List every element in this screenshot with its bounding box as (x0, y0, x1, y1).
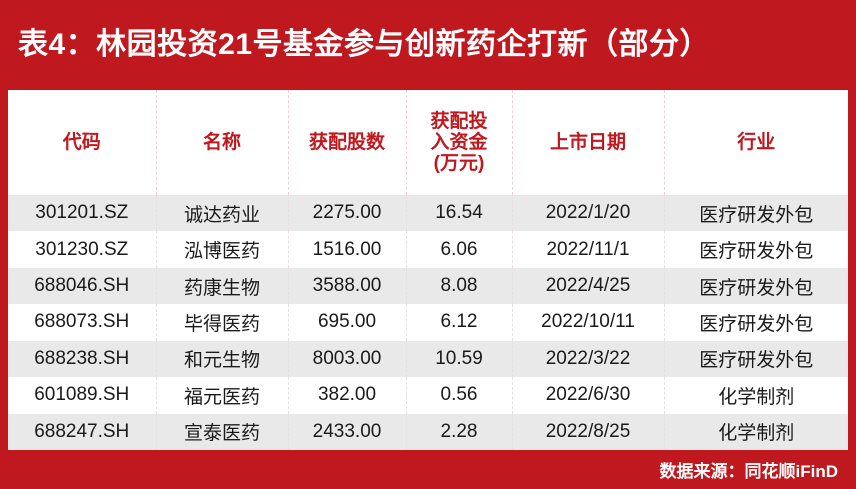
cell-amount: 16.54 (406, 195, 513, 232)
cell-code: 601089.SH (8, 377, 157, 414)
cell-code: 688073.SH (8, 304, 157, 341)
cell-ipo-date: 2022/10/11 (512, 304, 665, 341)
table-row: 688247.SH 宣泰医药 2433.00 2.28 2022/8/25 化学… (8, 413, 848, 450)
column-header-industry: 行业 (664, 90, 848, 195)
page-title: 表4：林园投资21号基金参与创新药企打新（部分） (18, 28, 711, 61)
cell-name: 诚达药业 (156, 195, 289, 232)
cell-industry: 医疗研发外包 (664, 195, 848, 232)
data-source-label: 数据来源：同花顺iFinD (659, 462, 839, 481)
table-container: ZHENG QUAN SHI CHANG 证券市场红周刊 红 ZHENG QUA… (8, 90, 848, 450)
cell-amount: 8.08 (406, 267, 513, 305)
cell-name: 药康生物 (156, 267, 289, 305)
cell-ipo-date: 2022/1/20 (512, 195, 665, 232)
cell-name: 福元医药 (156, 377, 289, 414)
table-body: 301201.SZ 诚达药业 2275.00 16.54 2022/1/20 医… (8, 195, 848, 450)
cell-ipo-date: 2022/11/1 (512, 231, 665, 268)
cell-name: 和元生物 (156, 340, 289, 378)
column-header-shares: 获配股数 (288, 90, 407, 195)
cell-ipo-date: 2022/8/25 (512, 413, 665, 450)
cell-industry: 化学制剂 (664, 413, 848, 450)
cell-code: 688046.SH (8, 267, 157, 305)
cell-name: 毕得医药 (156, 304, 289, 341)
table-header: 代码 名称 获配股数 获配投 入资金 (万元) 上市日期 行业 (8, 90, 848, 195)
cell-amount: 2.28 (406, 413, 513, 450)
cell-amount: 6.12 (406, 304, 513, 341)
cell-amount: 6.06 (406, 231, 513, 268)
footer-banner: 数据来源：同花顺iFinD (0, 450, 856, 489)
cell-shares: 1516.00 (288, 231, 407, 268)
cell-name: 泓博医药 (156, 231, 289, 268)
cell-shares: 2433.00 (288, 413, 407, 450)
cell-shares: 382.00 (288, 377, 407, 414)
cell-shares: 695.00 (288, 304, 407, 341)
cell-industry: 医疗研发外包 (664, 304, 848, 341)
table-row: 688238.SH 和元生物 8003.00 10.59 2022/3/22 医… (8, 340, 848, 378)
cell-amount: 0.56 (406, 377, 513, 414)
table-row: 301201.SZ 诚达药业 2275.00 16.54 2022/1/20 医… (8, 195, 848, 232)
cell-industry: 医疗研发外包 (664, 231, 848, 268)
cell-ipo-date: 2022/3/22 (512, 340, 665, 378)
cell-amount: 10.59 (406, 340, 513, 378)
table-row: 601089.SH 福元医药 382.00 0.56 2022/6/30 化学制… (8, 377, 848, 414)
cell-code: 301230.SZ (8, 231, 157, 268)
column-header-name: 名称 (156, 90, 289, 195)
title-banner: 表4：林园投资21号基金参与创新药企打新（部分） (0, 0, 856, 90)
cell-ipo-date: 2022/4/25 (512, 267, 665, 305)
table-row: 688046.SH 药康生物 3588.00 8.08 2022/4/25 医疗… (8, 267, 848, 305)
cell-code: 688247.SH (8, 413, 157, 450)
column-header-amount: 获配投 入资金 (万元) (406, 90, 513, 195)
cell-industry: 化学制剂 (664, 377, 848, 414)
table-row: 688073.SH 毕得医药 695.00 6.12 2022/10/11 医疗… (8, 304, 848, 341)
cell-code: 301201.SZ (8, 195, 157, 232)
column-header-ipo-date: 上市日期 (512, 90, 665, 195)
column-header-code: 代码 (8, 90, 157, 195)
cell-industry: 医疗研发外包 (664, 340, 848, 378)
cell-shares: 3588.00 (288, 267, 407, 305)
cell-name: 宣泰医药 (156, 413, 289, 450)
fund-allocation-table: 代码 名称 获配股数 获配投 入资金 (万元) 上市日期 行业 301201.S… (8, 90, 848, 450)
cell-industry: 医疗研发外包 (664, 267, 848, 305)
cell-code: 688238.SH (8, 340, 157, 378)
cell-ipo-date: 2022/6/30 (512, 377, 665, 414)
table-header-row: 代码 名称 获配股数 获配投 入资金 (万元) 上市日期 行业 (8, 90, 848, 195)
cell-shares: 8003.00 (288, 340, 407, 378)
cell-shares: 2275.00 (288, 195, 407, 232)
table-row: 301230.SZ 泓博医药 1516.00 6.06 2022/11/1 医疗… (8, 231, 848, 268)
